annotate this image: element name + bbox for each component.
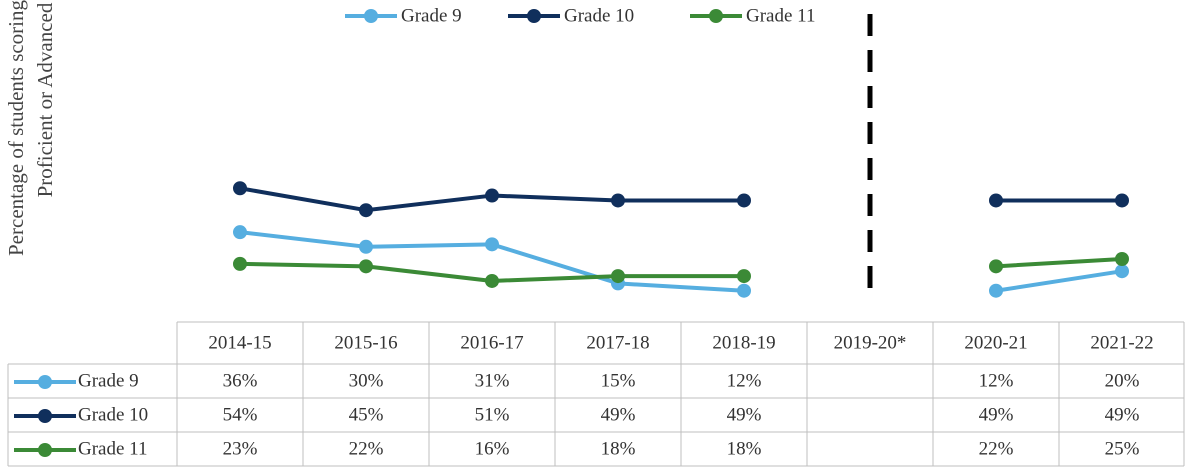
point [611, 269, 625, 284]
point [989, 259, 1003, 274]
x-tick-label: 2020-21 [964, 332, 1027, 353]
series-line [239, 257, 1123, 283]
table-cell: 31% [475, 370, 510, 391]
legend-label: Grade 9 [401, 5, 462, 26]
table-cell: 22% [979, 438, 1014, 459]
point [485, 273, 499, 288]
legend-marker [527, 9, 541, 23]
legend-label: Grade 10 [564, 5, 634, 26]
point [737, 269, 751, 284]
row-marker [38, 409, 52, 423]
point [485, 188, 499, 203]
x-tick-label: 2019-20* [834, 332, 907, 353]
row-marker [38, 375, 52, 389]
point [485, 237, 499, 252]
point [611, 193, 625, 208]
row-label: Grade 11 [78, 438, 147, 459]
x-tick-label: 2015-16 [334, 332, 397, 353]
x-tick-label: 2014-15 [208, 332, 271, 353]
x-tick-label: 2016-17 [460, 332, 523, 353]
legend-marker [364, 9, 378, 23]
table-cell: 30% [349, 370, 384, 391]
legend-label: Grade 11 [746, 5, 815, 26]
table-cell: 12% [979, 370, 1014, 391]
table-cell: 54% [223, 404, 258, 425]
table-cell: 23% [223, 438, 258, 459]
table-cell: 25% [1105, 438, 1140, 459]
point [233, 181, 247, 196]
y-axis-label: Proficient or Advanced [33, 2, 57, 197]
series-line [239, 230, 1123, 293]
row-label: Grade 9 [78, 370, 139, 391]
point [989, 283, 1003, 298]
row-label: Grade 10 [78, 404, 148, 425]
table-cell: 49% [727, 404, 762, 425]
point [1115, 264, 1129, 279]
point [737, 283, 751, 298]
point [737, 193, 751, 208]
point [359, 239, 373, 254]
y-axis-label: Percentage of students scoring [4, 0, 28, 256]
table-cell: 49% [1105, 404, 1140, 425]
point [1115, 193, 1129, 208]
table-cell: 49% [601, 404, 636, 425]
point [359, 259, 373, 274]
table-cell: 18% [727, 438, 762, 459]
point [233, 256, 247, 271]
table-cell: 22% [349, 438, 384, 459]
point [1115, 252, 1129, 266]
point [989, 193, 1003, 208]
legend-marker [709, 9, 723, 23]
table-cell: 12% [727, 370, 762, 391]
point [359, 203, 373, 218]
table-cell: 51% [475, 404, 510, 425]
point [233, 225, 247, 240]
table-cell: 45% [349, 404, 384, 425]
table-cell: 18% [601, 438, 636, 459]
table-cell: 20% [1105, 370, 1140, 391]
x-tick-label: 2018-19 [712, 332, 775, 353]
table-cell: 16% [475, 438, 510, 459]
row-marker [38, 443, 52, 457]
table-cell: 36% [223, 370, 258, 391]
table-cell: 15% [601, 370, 636, 391]
table-cell: 49% [979, 404, 1014, 425]
x-tick-label: 2021-22 [1090, 332, 1153, 353]
x-tick-label: 2017-18 [586, 332, 649, 353]
